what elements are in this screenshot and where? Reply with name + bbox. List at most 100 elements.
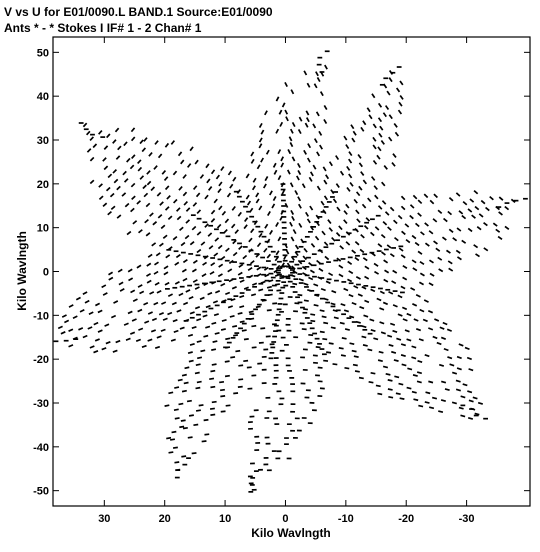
uv-point — [270, 191, 272, 195]
uv-point — [379, 118, 382, 122]
uv-point — [361, 235, 365, 238]
uv-point — [108, 212, 112, 215]
uv-point — [418, 406, 423, 407]
uv-point — [168, 392, 173, 393]
uv-point — [210, 387, 215, 388]
uv-point — [156, 253, 160, 256]
uv-point — [389, 292, 393, 294]
uv-point — [220, 396, 225, 397]
uv-point — [152, 319, 156, 321]
uv-point — [190, 242, 194, 245]
uv-point — [429, 231, 433, 234]
uv-point — [105, 324, 109, 326]
uv-point — [475, 207, 479, 210]
uv-point — [417, 381, 422, 382]
uv-point — [107, 188, 111, 191]
uv-point — [344, 289, 348, 291]
uv-point — [386, 374, 391, 375]
uv-point — [239, 296, 244, 297]
uv-point — [80, 310, 84, 312]
uv-point — [383, 366, 388, 367]
uv-point — [172, 432, 177, 433]
uv-point — [385, 270, 389, 273]
uv-point — [472, 215, 476, 218]
uv-point — [250, 261, 254, 264]
uv-point — [394, 220, 398, 223]
uv-point — [226, 248, 230, 251]
uv-point — [73, 316, 77, 318]
chart-subtitle: Ants * - * Stokes I IF# 1 - 2 Chan# 1 — [4, 21, 202, 35]
uv-point — [124, 142, 127, 146]
uv-point — [425, 402, 430, 403]
uv-point — [406, 240, 410, 243]
uv-point — [459, 408, 464, 409]
uv-point — [306, 212, 309, 216]
uv-point — [479, 214, 483, 217]
uv-point — [127, 232, 131, 235]
uv-point — [316, 347, 321, 348]
uv-point — [367, 108, 370, 112]
uv-point — [288, 170, 290, 174]
uv-point — [387, 245, 391, 248]
uv-point — [371, 330, 376, 331]
uv-point — [432, 398, 437, 399]
uv-point — [354, 356, 359, 357]
uv-point — [475, 413, 480, 414]
uv-point — [419, 339, 424, 341]
uv-point — [181, 160, 184, 164]
uv-point — [334, 199, 337, 203]
uv-point — [253, 186, 256, 190]
uv-point — [99, 196, 103, 199]
uv-point — [346, 242, 350, 245]
uv-point — [124, 323, 128, 325]
uv-point — [418, 251, 422, 254]
uv-point — [265, 111, 267, 115]
y-tick-label: -40 — [33, 442, 49, 454]
uv-point — [297, 176, 299, 180]
uv-point — [356, 277, 360, 279]
uv-point — [209, 187, 212, 191]
uv-point — [349, 159, 352, 163]
uv-point — [192, 227, 196, 230]
uv-point — [325, 256, 329, 259]
uv-point — [193, 203, 196, 207]
uv-point — [244, 339, 249, 340]
uv-point — [426, 392, 431, 393]
uv-point — [175, 418, 180, 419]
uv-point — [436, 248, 440, 251]
uv-point — [90, 346, 94, 348]
uv-point — [448, 261, 452, 264]
uv-point — [138, 167, 141, 171]
uv-point — [238, 212, 241, 216]
uv-point — [445, 389, 450, 390]
uv-point — [383, 113, 386, 117]
uv-point — [192, 453, 197, 454]
uv-point — [119, 282, 123, 284]
uv-point — [178, 380, 183, 381]
uv-point — [197, 357, 202, 358]
uv-point — [98, 310, 102, 312]
uv-point — [456, 380, 461, 381]
uv-point — [428, 311, 432, 313]
y-tick-label: -10 — [33, 310, 49, 322]
uv-point — [185, 236, 189, 239]
uv-point — [308, 158, 310, 162]
uv-point — [462, 216, 466, 219]
uv-point — [461, 396, 466, 397]
uv-point — [460, 415, 465, 416]
uv-point — [214, 199, 217, 203]
uv-point — [308, 144, 310, 148]
uv-point — [249, 311, 254, 312]
uv-point — [173, 171, 176, 175]
uv-point — [400, 95, 403, 99]
x-tick-label: 20 — [159, 513, 171, 525]
uv-point — [382, 252, 386, 255]
uv-point — [347, 279, 351, 281]
uv-point — [197, 250, 201, 253]
uv-point — [248, 268, 252, 271]
uv-point — [170, 439, 175, 440]
uv-point — [226, 405, 231, 406]
uv-point — [174, 331, 179, 333]
uv-point — [380, 308, 384, 310]
uv-point — [359, 186, 362, 190]
